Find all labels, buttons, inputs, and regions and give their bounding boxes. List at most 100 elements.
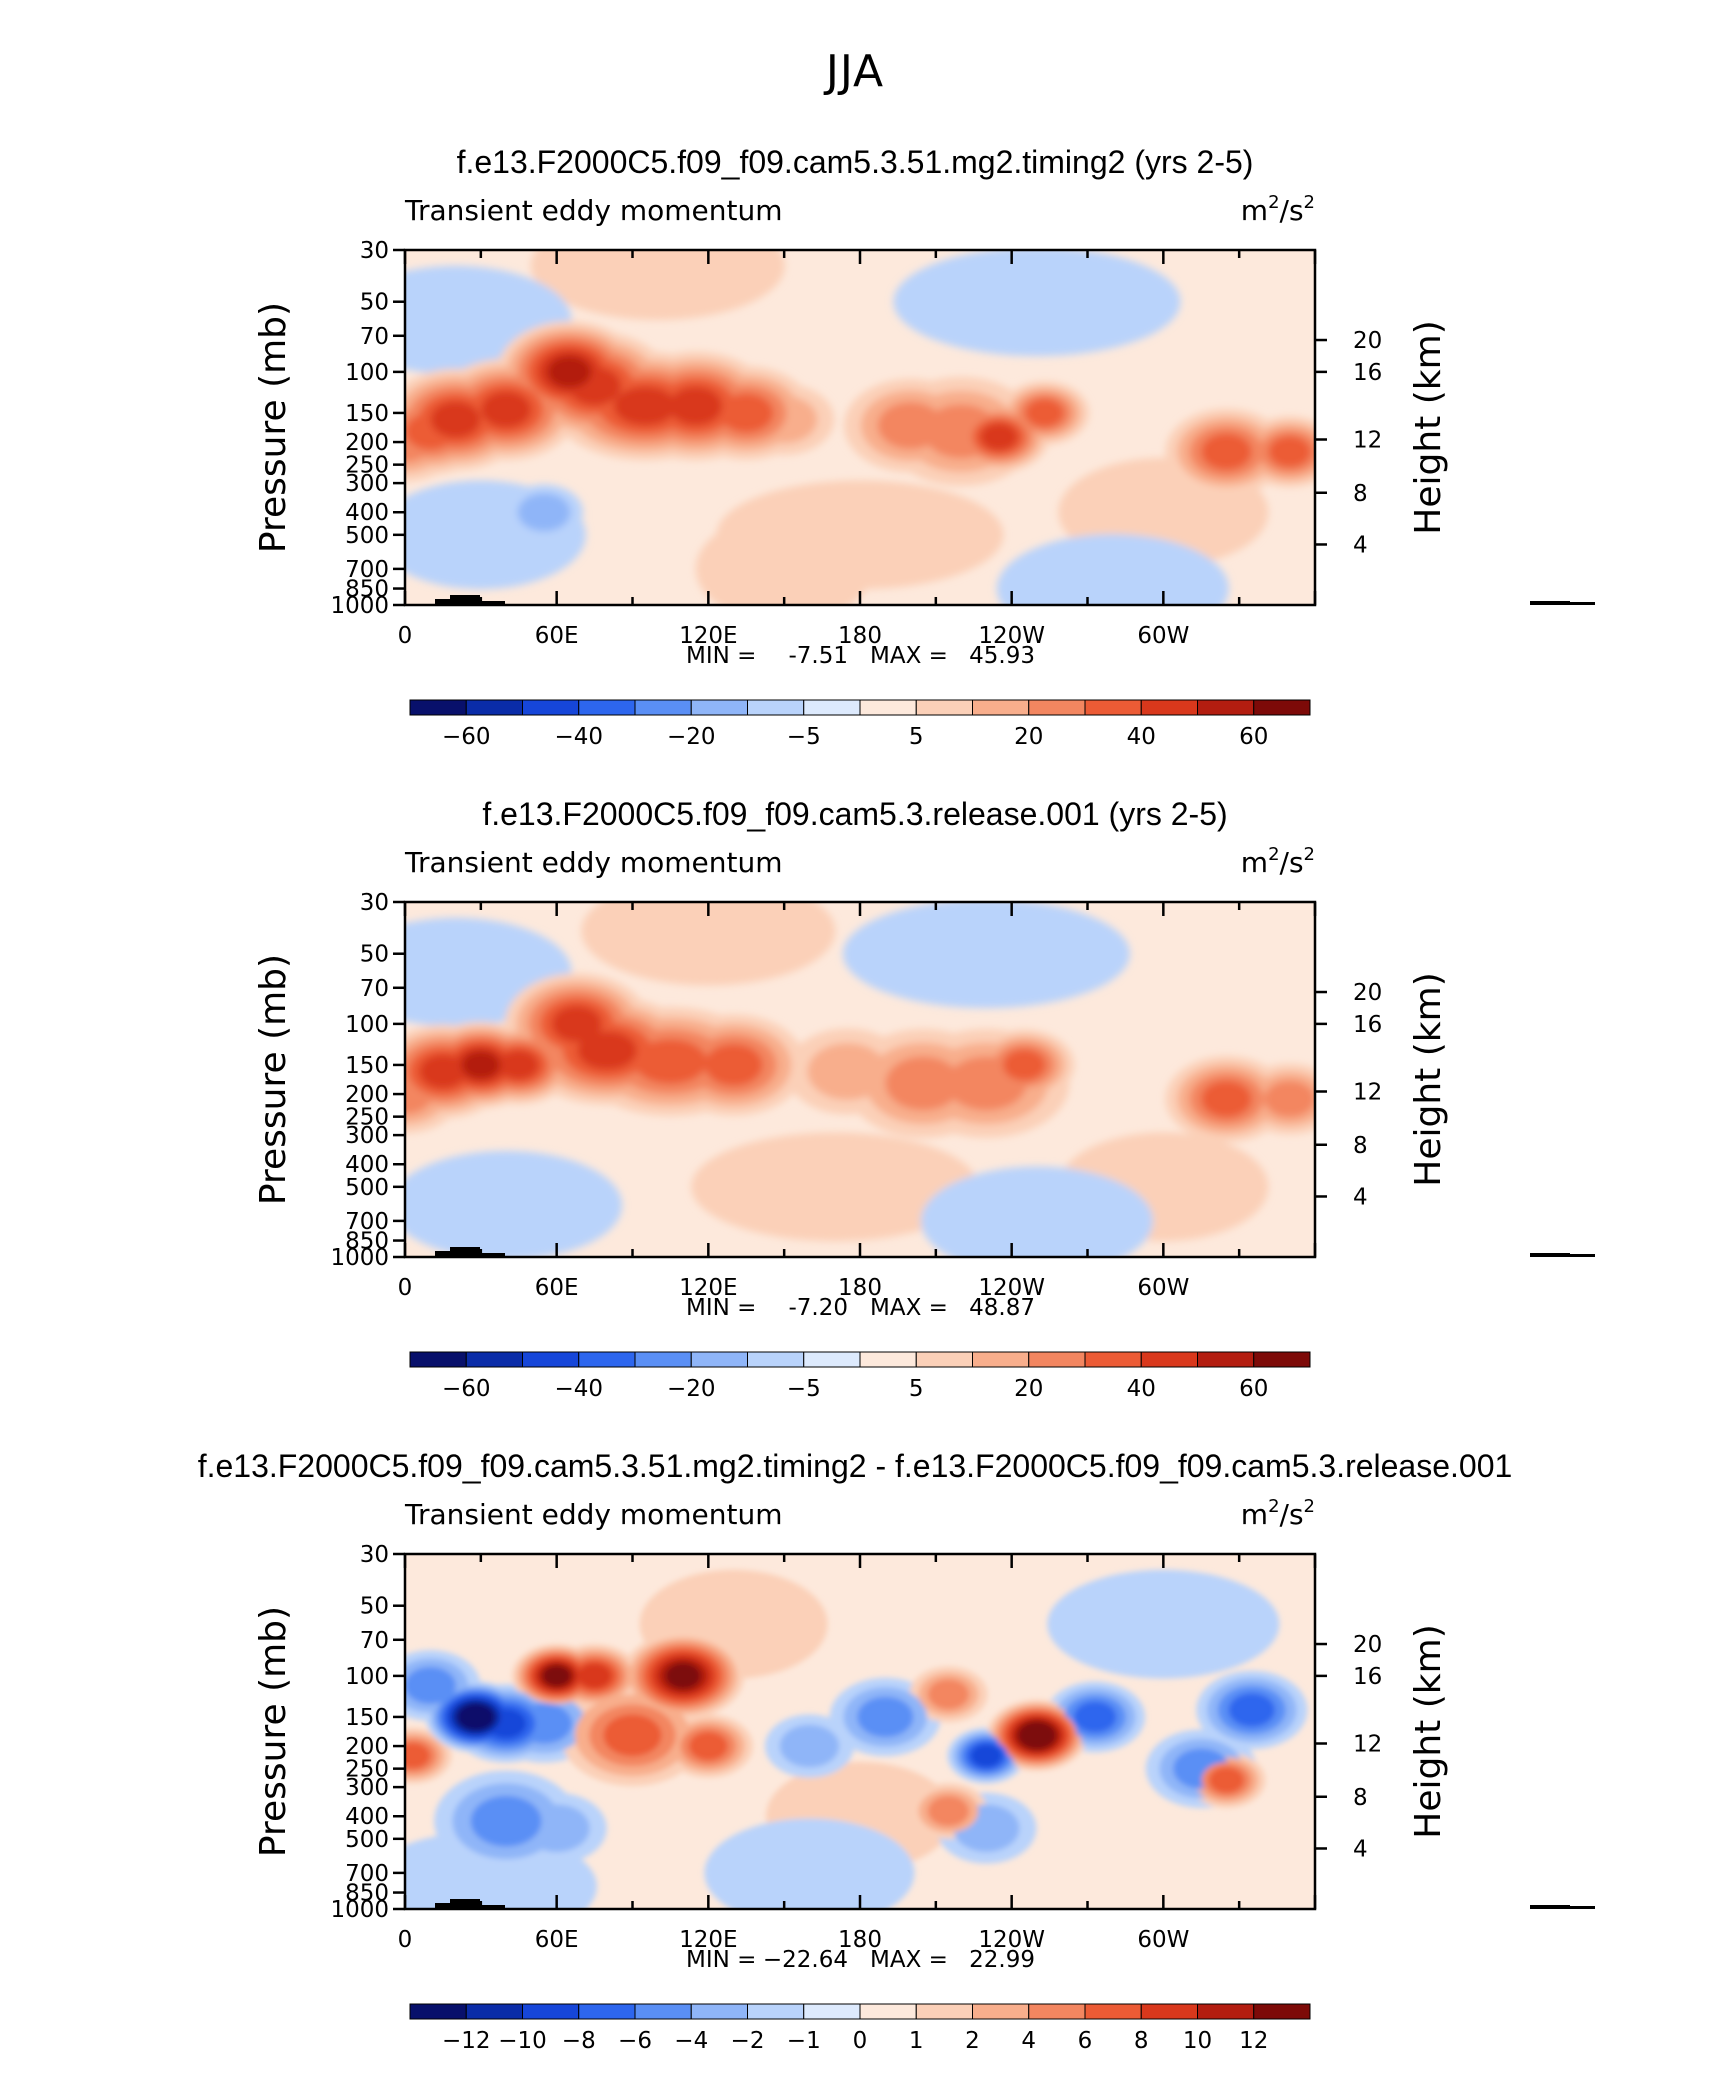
y-tick-label: 300 (345, 1123, 389, 1149)
max-label: MAX = (870, 1947, 948, 1973)
units-mid: /s (1280, 1498, 1304, 1531)
topography (435, 595, 1595, 605)
contour-blob (691, 1132, 979, 1242)
colorbar-label: 0 (853, 2028, 868, 2054)
colorbar-swatch (1197, 699, 1255, 716)
y-tick-label: 30 (360, 1542, 389, 1568)
colorbar-label: −8 (562, 2028, 596, 2054)
colorbar-label: −20 (667, 1376, 716, 1402)
y-right-tick-label: 20 (1353, 980, 1382, 1006)
contour-blob (1047, 1569, 1280, 1679)
colorbar-label: 10 (1183, 2028, 1212, 2054)
units-base: m (1241, 194, 1268, 227)
colorbar-label: 20 (1014, 1376, 1043, 1402)
topography-bar (450, 1899, 480, 1909)
contour-blob (996, 534, 1229, 605)
units-label: m2/s2 (1241, 192, 1315, 227)
y-tick-label: 850 (345, 1229, 389, 1255)
topography-bar (1570, 602, 1595, 605)
colorbar-swatch (634, 2003, 692, 2020)
y-right-tick-label: 20 (1353, 328, 1382, 354)
contour-blob (517, 493, 571, 532)
y-tick-label: 850 (345, 1881, 389, 1907)
topography-bar (435, 1903, 450, 1909)
contour-blob (704, 1818, 915, 1909)
max-label: MAX = (870, 643, 948, 669)
y-tick-label: 100 (345, 360, 389, 386)
colorbar-swatch (1084, 1351, 1142, 1368)
y-right-tick-label: 12 (1353, 1731, 1382, 1757)
contour-blob (920, 1166, 1153, 1257)
x-tick-label: 120W (978, 1275, 1045, 1301)
y-tick-label: 400 (345, 1804, 389, 1830)
contour-blob (633, 1039, 708, 1084)
min-value: −22.64 (763, 1947, 848, 1973)
contour-blob (405, 1150, 623, 1257)
y-tick-label: 300 (345, 471, 389, 497)
min-label: MIN = (686, 1947, 756, 1973)
colorbar-label: 8 (1134, 2028, 1149, 2054)
colorbar (409, 1351, 1311, 1368)
y-right-tick-label: 20 (1353, 1632, 1382, 1658)
contour-blob (603, 1714, 662, 1757)
y-tick-label: 150 (345, 1705, 389, 1731)
contour-blob (1073, 1701, 1117, 1733)
y-tick-label: 1000 (330, 593, 389, 619)
contour-blob (498, 1050, 539, 1080)
x-tick-label: 60W (1137, 1927, 1189, 1953)
x-tick-label: 120E (679, 623, 737, 649)
contour-field (405, 902, 1315, 1257)
topography-bar (480, 1253, 505, 1257)
max-value: 45.93 (969, 643, 1035, 669)
colorbar-swatch (522, 699, 580, 716)
topography-bar (1530, 601, 1570, 605)
contour-blob (470, 1795, 542, 1847)
contour-blob (927, 1795, 970, 1827)
units-exp-2: 2 (1304, 844, 1315, 865)
contour-blob (577, 1031, 637, 1070)
colorbar (409, 2003, 1311, 2020)
y-axis-title: Pressure (mb) (253, 1606, 294, 1857)
colorbar-swatch (1253, 699, 1311, 716)
x-tick-label: 60E (535, 1275, 579, 1301)
colorbar-label: −1 (787, 2028, 821, 2054)
colorbar-swatch (465, 1351, 523, 1368)
colorbar-swatch (1028, 2003, 1086, 2020)
contour-blob (704, 1044, 763, 1086)
x-tick-label: 120E (679, 1275, 737, 1301)
panel-3-svg: f.e13.F2000C5.f09_f09.cam5.3.51.mg2.timi… (198, 1448, 1595, 2054)
y-right-tick-label: 4 (1353, 1836, 1368, 1862)
y-right-tick-label: 12 (1353, 427, 1382, 453)
x-tick-label: 180 (838, 623, 882, 649)
colorbar-swatch (859, 699, 917, 716)
y-tick-label: 500 (345, 1175, 389, 1201)
colorbar-swatch (972, 699, 1030, 716)
topography (435, 1899, 1595, 1909)
y-axis-title: Pressure (mb) (253, 954, 294, 1205)
colorbar-swatch (747, 699, 805, 716)
min-label: MIN = (686, 1295, 756, 1321)
units-exp-1: 2 (1268, 1496, 1279, 1517)
contour-blob (1022, 1724, 1052, 1747)
y-tick-label: 400 (345, 500, 389, 526)
y-tick-label: 500 (345, 523, 389, 549)
y-right-tick-label: 16 (1353, 1664, 1382, 1690)
y-right-tick-label: 8 (1353, 1133, 1368, 1159)
contour-blob (552, 1005, 602, 1042)
topography-bar (435, 1251, 450, 1257)
colorbar-swatch (1028, 1351, 1086, 1368)
contour-blob (613, 386, 677, 426)
topography (435, 1247, 1595, 1257)
units-label: m2/s2 (1241, 1496, 1315, 1531)
colorbar-swatch (409, 1351, 467, 1368)
y-right-tick-label: 8 (1353, 481, 1368, 507)
colorbar-swatch (634, 699, 692, 716)
colorbar-swatch (634, 1351, 692, 1368)
colorbar-label: 6 (1078, 2028, 1093, 2054)
y-tick-label: 150 (345, 1053, 389, 1079)
x-tick-label: 120W (978, 623, 1045, 649)
colorbar-label: 4 (1021, 2028, 1036, 2054)
panel-title: f.e13.F2000C5.f09_f09.cam5.3.51.mg2.timi… (198, 1448, 1513, 1484)
contour-blob (1201, 1080, 1252, 1118)
colorbar-swatch (803, 699, 861, 716)
